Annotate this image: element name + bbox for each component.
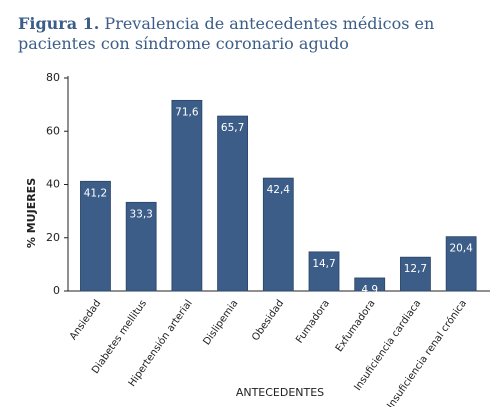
y-tick-label: 20 (46, 231, 60, 244)
value-label: 12,7 (404, 263, 427, 275)
value-label: 14,7 (312, 258, 335, 270)
x-tick-label: Fumadora (294, 298, 332, 345)
bar (262, 177, 294, 292)
title-text: Prevalencia de antecedentes médicos en p… (18, 14, 435, 53)
x-axis-label: ANTECEDENTES (236, 386, 324, 399)
value-label: 4,9 (361, 284, 378, 296)
value-label: 71,6 (175, 106, 199, 118)
x-tick-label: Obesidad (250, 298, 286, 343)
bar (171, 99, 203, 292)
bar (125, 201, 157, 292)
y-tick-label: 40 (46, 178, 60, 191)
bar (217, 115, 248, 292)
x-tick-label: Ansiedad (68, 298, 103, 342)
bar (400, 256, 431, 292)
bar (308, 251, 340, 292)
value-label: 20,4 (449, 243, 473, 255)
y-tick-label: 0 (53, 284, 60, 297)
value-label: 42,4 (267, 184, 291, 196)
value-label: 65,7 (221, 122, 244, 134)
bar (445, 236, 477, 292)
bar (80, 180, 111, 292)
x-tick-label: Insuficiencia renal crónica (385, 298, 470, 407)
bar (354, 277, 386, 292)
chart-title: Figura 1. Prevalencia de antecedentes mé… (18, 14, 496, 54)
value-label: 33,3 (129, 208, 152, 220)
y-axis-label: % MUJERES (25, 178, 38, 248)
y-tick-label: 60 (46, 124, 60, 137)
title-prefix: Figura 1. (18, 14, 100, 33)
value-label: 41,2 (84, 187, 107, 199)
x-tick-label: Exfumadora (334, 298, 378, 354)
x-tick-label: Dislipemia (201, 298, 240, 347)
y-tick-label: 80 (46, 71, 60, 84)
